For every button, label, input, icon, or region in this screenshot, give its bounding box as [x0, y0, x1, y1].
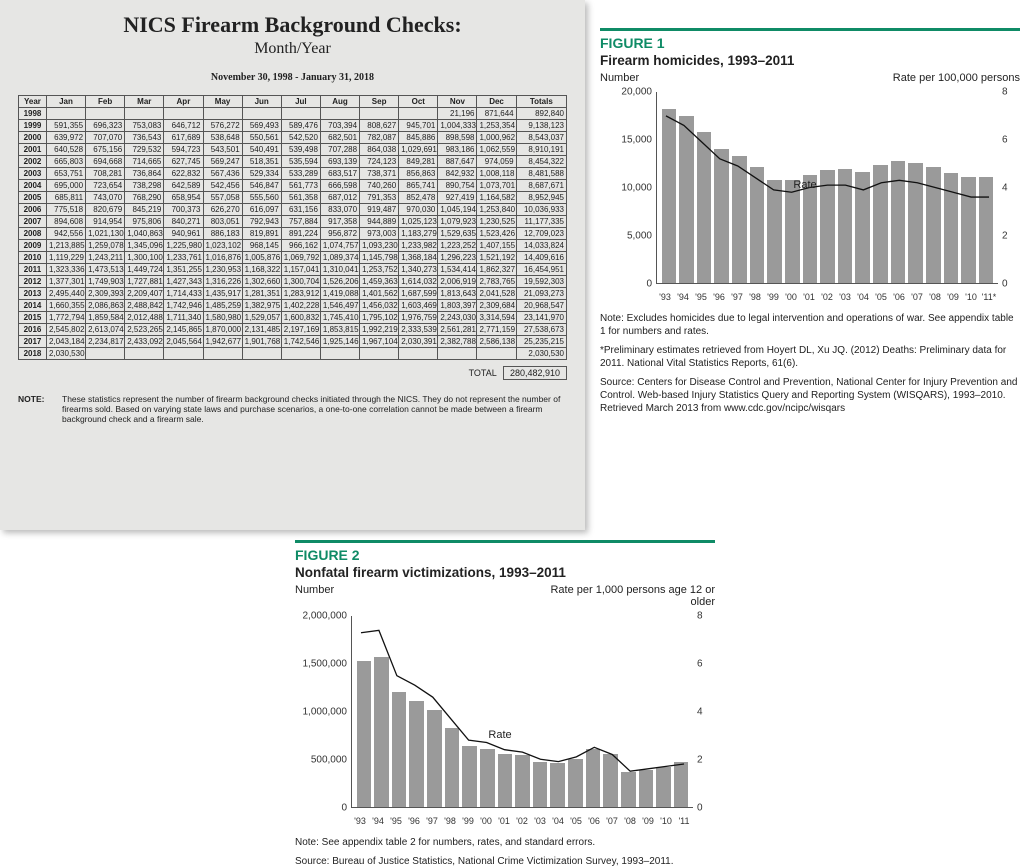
- figure-2: FIGURE 2 Nonfatal firearm victimizations…: [295, 540, 715, 868]
- nics-col-header: Jul: [281, 96, 320, 108]
- table-row: 2000639,972707,070736,543617,689538,6485…: [19, 132, 567, 144]
- chart-bar: [750, 167, 765, 283]
- chart-bar: [498, 754, 513, 807]
- table-row: 20111,323,3361,473,5131,449,7241,351,255…: [19, 264, 567, 276]
- table-row: 20121,377,3011,749,9031,727,8811,427,343…: [19, 276, 567, 288]
- chart-bar: [603, 754, 618, 807]
- table-row: 20172,043,1842,234,8172,433,0922,045,564…: [19, 336, 567, 348]
- chart-bar: [873, 165, 888, 283]
- chart-bar: [462, 746, 477, 807]
- table-row: 2002665,803694,668714,665627,745569,2475…: [19, 156, 567, 168]
- nics-col-header: Totals: [516, 96, 566, 108]
- nics-col-header: Aug: [320, 96, 359, 108]
- chart-bar: [515, 755, 530, 807]
- chart-bar: [639, 770, 654, 807]
- nics-col-header: May: [203, 96, 242, 108]
- fig2-left-axis-label: Number: [295, 584, 334, 608]
- nics-date-range: November 30, 1998 - January 31, 2018: [18, 72, 567, 83]
- chart-bar: [979, 177, 994, 283]
- chart-bar: [820, 170, 835, 283]
- chart-bar: [568, 759, 583, 807]
- nics-note: NOTE: These statistics represent the num…: [18, 394, 567, 424]
- chart-bar: [926, 167, 941, 284]
- fig1-left-axis-label: Number: [600, 72, 639, 84]
- chart-bar: [621, 772, 636, 807]
- figure-1-note-2: *Preliminary estimates retrieved from Ho…: [600, 344, 1020, 370]
- table-row: 20132,495,4402,309,3932,209,4071,714,433…: [19, 288, 567, 300]
- chart-bar: [732, 156, 747, 283]
- figure-1-note-1: Note: Excludes homicides due to legal in…: [600, 312, 1020, 338]
- figure-1: FIGURE 1 Firearm homicides, 1993–2011 Nu…: [600, 28, 1020, 415]
- nics-table: YearJanFebMarAprMayJunJulAugSepOctNovDec…: [18, 95, 567, 360]
- nics-col-header: Sep: [360, 96, 399, 108]
- table-row: 2006775,518820,679845,219700,373626,2706…: [19, 204, 567, 216]
- chart-bar: [714, 149, 729, 283]
- figure-1-label: FIGURE 1: [600, 35, 1020, 51]
- nics-col-header: Jun: [242, 96, 281, 108]
- chart-bar: [674, 762, 689, 807]
- table-row: 199821,196871,644892,840: [19, 108, 567, 120]
- table-row: 2001640,528675,156729,532594,723543,5015…: [19, 144, 567, 156]
- chart-bar: [891, 161, 906, 283]
- table-row: 20091,213,8851,259,0781,345,0961,225,980…: [19, 240, 567, 252]
- chart-bar: [374, 657, 389, 807]
- nics-title: NICS Firearm Background Checks:: [18, 12, 567, 38]
- chart-bar: [656, 767, 671, 807]
- figure-2-label: FIGURE 2: [295, 547, 715, 563]
- chart-bar: [838, 169, 853, 283]
- chart-bar: [944, 173, 959, 283]
- chart-bar: [803, 175, 818, 283]
- chart-bar: [533, 762, 548, 807]
- figure-2-chart: 0500,0001,000,0001,500,0002,000,00002468…: [295, 610, 715, 830]
- table-row: 2005685,811743,070768,290658,954557,0585…: [19, 192, 567, 204]
- table-row: 2004695,000723,654738,298642,589542,4565…: [19, 180, 567, 192]
- nics-subtitle: Month/Year: [18, 40, 567, 58]
- chart-bar: [855, 172, 870, 283]
- rate-label: Rate: [488, 729, 511, 741]
- chart-bar: [767, 180, 782, 283]
- chart-bar: [679, 116, 694, 283]
- chart-bar: [409, 701, 424, 807]
- table-row: 20151,772,7941,859,5842,012,4881,711,340…: [19, 312, 567, 324]
- nics-col-header: Oct: [399, 96, 438, 108]
- chart-bar: [445, 728, 460, 807]
- figure-1-title: Firearm homicides, 1993–2011: [600, 53, 1020, 68]
- table-row: 20182,030,5302,030,530: [19, 348, 567, 360]
- chart-bar: [662, 109, 677, 283]
- table-row: 1999591,355696,323753,083646,712576,2725…: [19, 120, 567, 132]
- chart-bar: [586, 749, 601, 807]
- nics-grand-total: TOTAL 280,482,910: [18, 366, 567, 380]
- fig1-right-axis-label: Rate per 100,000 persons: [893, 72, 1020, 84]
- table-row: 2007894,608914,954975,806840,271803,0517…: [19, 216, 567, 228]
- chart-bar: [550, 763, 565, 807]
- figure-1-chart: 05,00010,00015,00020,00002468Rate'93'94'…: [600, 86, 1020, 306]
- table-row: 20101,119,2291,243,2111,300,1001,233,761…: [19, 252, 567, 264]
- nics-col-header: Year: [19, 96, 47, 108]
- figure-1-note-3: Source: Centers for Disease Control and …: [600, 376, 1020, 415]
- figure-2-title: Nonfatal firearm victimizations, 1993–20…: [295, 565, 715, 580]
- nics-panel: NICS Firearm Background Checks: Month/Ye…: [0, 0, 585, 530]
- chart-bar: [480, 749, 495, 807]
- rate-label: Rate: [793, 179, 816, 191]
- chart-bar: [908, 163, 923, 283]
- chart-bar: [357, 661, 372, 807]
- chart-bar: [697, 132, 712, 283]
- nics-col-header: Dec: [477, 96, 516, 108]
- table-row: 2008942,5561,021,1301,040,863940,961886,…: [19, 228, 567, 240]
- fig2-right-axis-label: Rate per 1,000 persons age 12 or older: [545, 584, 715, 608]
- chart-bar: [427, 710, 442, 807]
- table-row: 2003653,751708,281736,864622,832567,4365…: [19, 168, 567, 180]
- chart-bar: [961, 177, 976, 283]
- table-row: 20162,545,8022,613,0742,523,2652,145,865…: [19, 324, 567, 336]
- table-row: 20141,660,3552,086,8632,488,8421,742,946…: [19, 300, 567, 312]
- chart-bar: [392, 692, 407, 807]
- nics-col-header: Feb: [86, 96, 125, 108]
- nics-col-header: Mar: [125, 96, 164, 108]
- chart-bar: [785, 180, 800, 283]
- figure-2-note-1: Note: See appendix table 2 for numbers, …: [295, 836, 715, 849]
- nics-col-header: Jan: [46, 96, 85, 108]
- nics-col-header: Nov: [438, 96, 477, 108]
- nics-col-header: Apr: [164, 96, 203, 108]
